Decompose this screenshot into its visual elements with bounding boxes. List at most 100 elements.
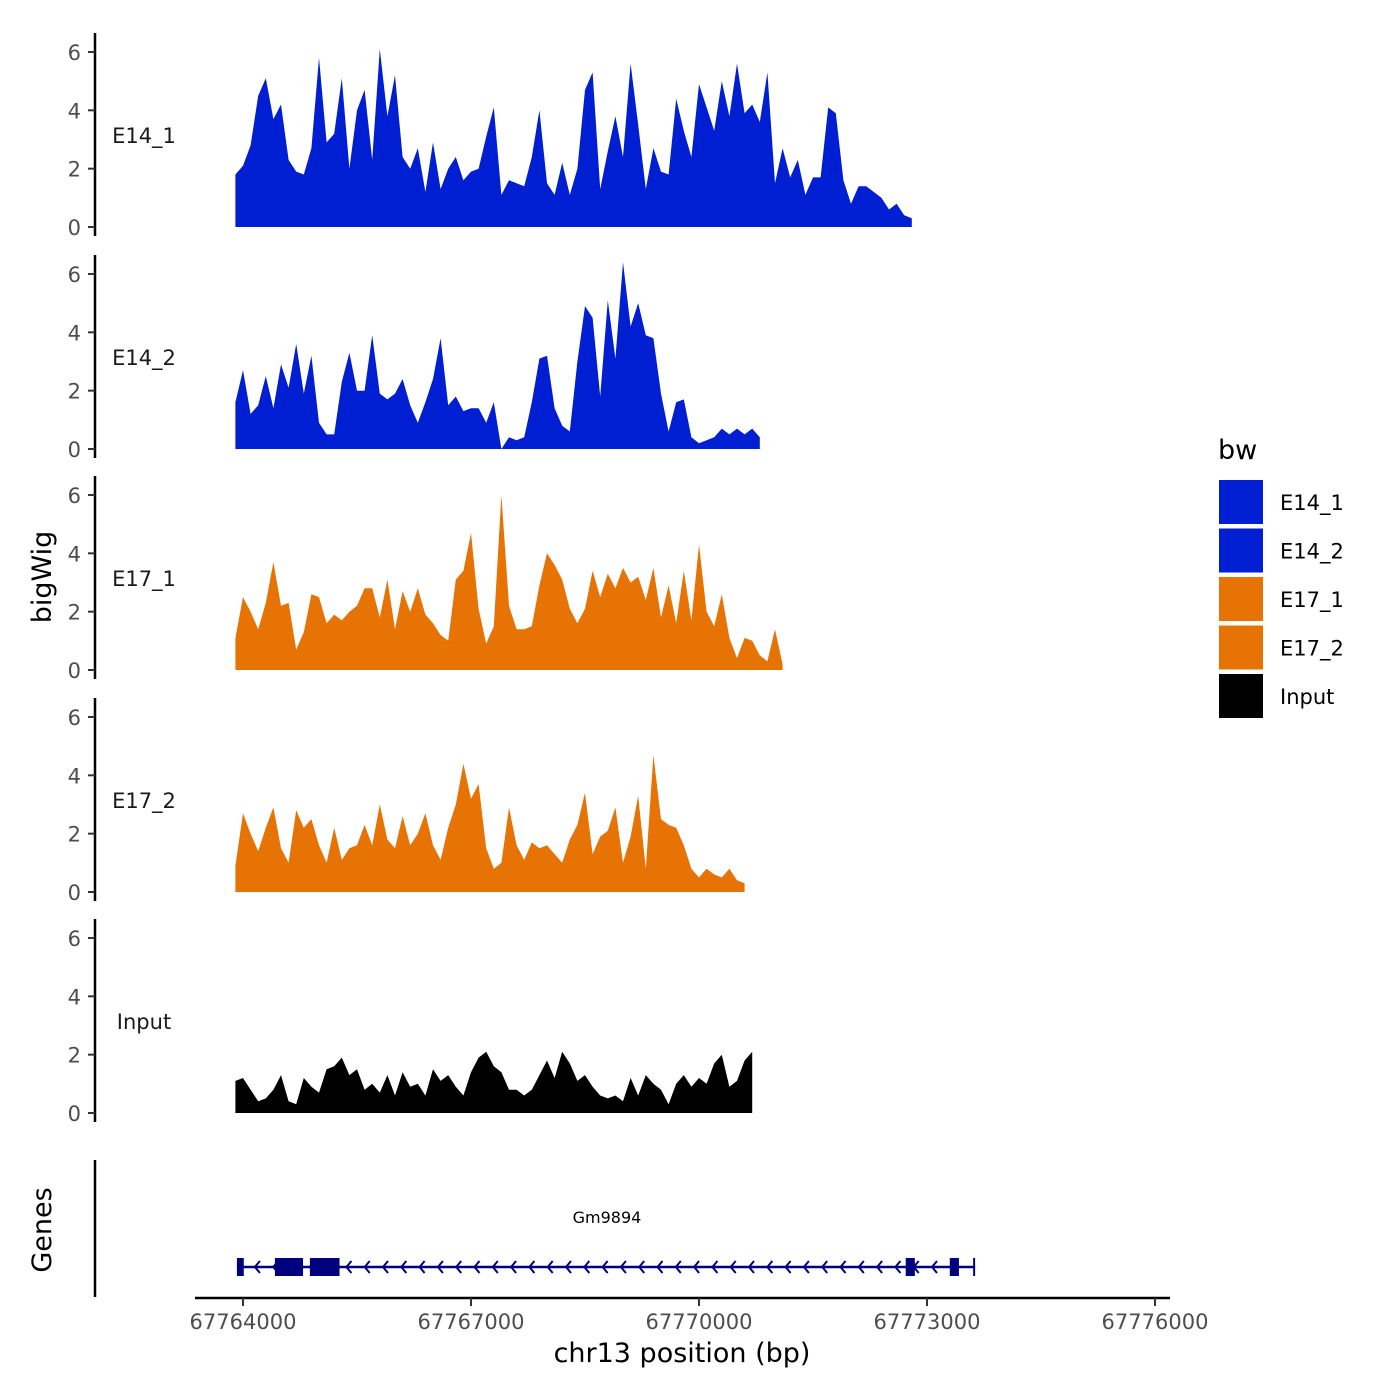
legend-label: Input	[1280, 685, 1334, 709]
strand-arrow	[637, 1260, 645, 1274]
y-tick-label: 4	[68, 764, 81, 788]
y-tick-label: 4	[68, 985, 81, 1009]
x-axis: 67764000 67767000 67770000 67773000 67776000	[190, 1296, 1209, 1334]
y-tick-label: 6	[68, 927, 81, 951]
track-label: E14_2	[112, 346, 176, 371]
strand-arrow	[674, 1260, 682, 1274]
strand-arrow	[491, 1260, 499, 1274]
legend-item-e17-2: E17_2	[1219, 625, 1344, 670]
area-e14-1	[235, 49, 912, 227]
x-tick-label: 67776000	[1102, 1310, 1209, 1334]
gene-name-label: Gm9894	[573, 1208, 642, 1227]
strand-arrow	[436, 1260, 444, 1274]
strand-arrow	[619, 1260, 627, 1274]
strand-arrow	[381, 1260, 389, 1274]
y-tick-label: 2	[68, 1044, 81, 1068]
bigwig-tracks: 0 2 4 6 E14_1 0 2 4 6 E14_2 0 2 4 6 E17_1 0 2 4 6 E17_2 0 2 4 6…	[68, 33, 912, 1126]
strand-arrow	[784, 1260, 792, 1274]
track-e17-2: 0 2 4 6 E17_2	[68, 698, 745, 905]
strand-arrow	[454, 1260, 462, 1274]
legend-title: bw	[1218, 435, 1257, 466]
legend-item-input: Input	[1219, 674, 1334, 718]
legend-item-e17-1: E17_1	[1219, 577, 1344, 621]
y-tick-label: 4	[68, 542, 81, 566]
area-e17-2	[235, 754, 745, 892]
strand-arrow	[930, 1260, 938, 1274]
area-input	[235, 1051, 753, 1113]
x-tick-label: 67773000	[874, 1310, 981, 1334]
strand-arrow	[656, 1260, 664, 1274]
track-e14-1: 0 2 4 6 E14_1	[68, 33, 912, 240]
legend-swatch	[1219, 528, 1263, 573]
strand-arrow	[253, 1260, 261, 1274]
strand-arrow	[766, 1260, 774, 1274]
y-tick-label: 0	[68, 1102, 81, 1126]
area-e14-2	[235, 262, 760, 449]
strand-arrow	[875, 1260, 883, 1274]
y-tick-label: 0	[68, 438, 81, 462]
x-tick-label: 67770000	[646, 1310, 753, 1334]
y-axis-title: bigWig	[27, 531, 58, 624]
strand-arrow	[400, 1260, 408, 1274]
strand-arrow	[418, 1260, 426, 1274]
strand-arrow	[692, 1260, 700, 1274]
track-e17-1: 0 2 4 6 E17_1	[68, 476, 783, 683]
track-label: E14_1	[112, 124, 176, 149]
exon	[949, 1258, 959, 1276]
y-tick-label: 4	[68, 321, 81, 345]
y-tick-label: 2	[68, 380, 81, 404]
legend-swatch	[1219, 625, 1263, 670]
exon	[309, 1258, 340, 1276]
y-tick-label: 2	[68, 823, 81, 847]
y-tick-label: 0	[68, 659, 81, 683]
legend-item-e14-2: E14_2	[1219, 528, 1344, 573]
strand-arrow	[509, 1260, 517, 1274]
track-label: Input	[117, 1010, 171, 1034]
gene-gm9894: Gm9894	[236, 1208, 976, 1276]
x-axis-title: chr13 position (bp)	[554, 1338, 811, 1369]
genes-axis-title: Genes	[27, 1187, 58, 1272]
legend-label: E17_2	[1280, 637, 1344, 662]
track-input: 0 2 4 6 Input	[68, 919, 753, 1126]
strand-arrow	[711, 1260, 719, 1274]
legend-label: E14_1	[1280, 491, 1344, 516]
exon	[274, 1258, 304, 1276]
legend-item-e14-1: E14_1	[1219, 480, 1344, 524]
strand-arrow	[820, 1260, 828, 1274]
strand-arrow	[583, 1260, 591, 1274]
legend: bw E14_1 E14_2 E17_1 E17_2 Input	[1218, 435, 1344, 718]
strand-arrow	[601, 1260, 609, 1274]
y-tick-label: 4	[68, 99, 81, 123]
y-tick-label: 6	[68, 484, 81, 508]
strand-arrow	[857, 1260, 865, 1274]
exon	[236, 1258, 244, 1276]
legend-swatch	[1219, 674, 1263, 718]
exon	[905, 1258, 915, 1276]
strand-arrow	[747, 1260, 755, 1274]
y-tick-label: 0	[68, 881, 81, 905]
y-tick-label: 0	[68, 216, 81, 240]
x-tick-label: 67764000	[190, 1310, 297, 1334]
strand-arrow	[473, 1260, 481, 1274]
strand-arrow	[839, 1260, 847, 1274]
track-label: E17_1	[112, 567, 176, 592]
legend-label: E14_2	[1280, 540, 1344, 565]
legend-swatch	[1219, 480, 1263, 524]
y-tick-label: 6	[68, 263, 81, 287]
track-label: E17_2	[112, 789, 176, 814]
strand-arrow	[546, 1260, 554, 1274]
legend-swatch	[1219, 577, 1263, 621]
strand-arrow	[564, 1260, 572, 1274]
genes-panel: Gm9894	[93, 1160, 976, 1297]
legend-label: E17_1	[1280, 588, 1344, 613]
y-tick-label: 6	[68, 41, 81, 65]
strand-arrow	[363, 1260, 371, 1274]
y-tick-label: 6	[68, 706, 81, 730]
area-e17-1	[235, 495, 783, 670]
x-tick-label: 67767000	[418, 1310, 525, 1334]
y-tick-label: 2	[68, 601, 81, 625]
y-tick-label: 2	[68, 158, 81, 182]
strand-arrow	[802, 1260, 810, 1274]
strand-arrow	[894, 1260, 902, 1274]
